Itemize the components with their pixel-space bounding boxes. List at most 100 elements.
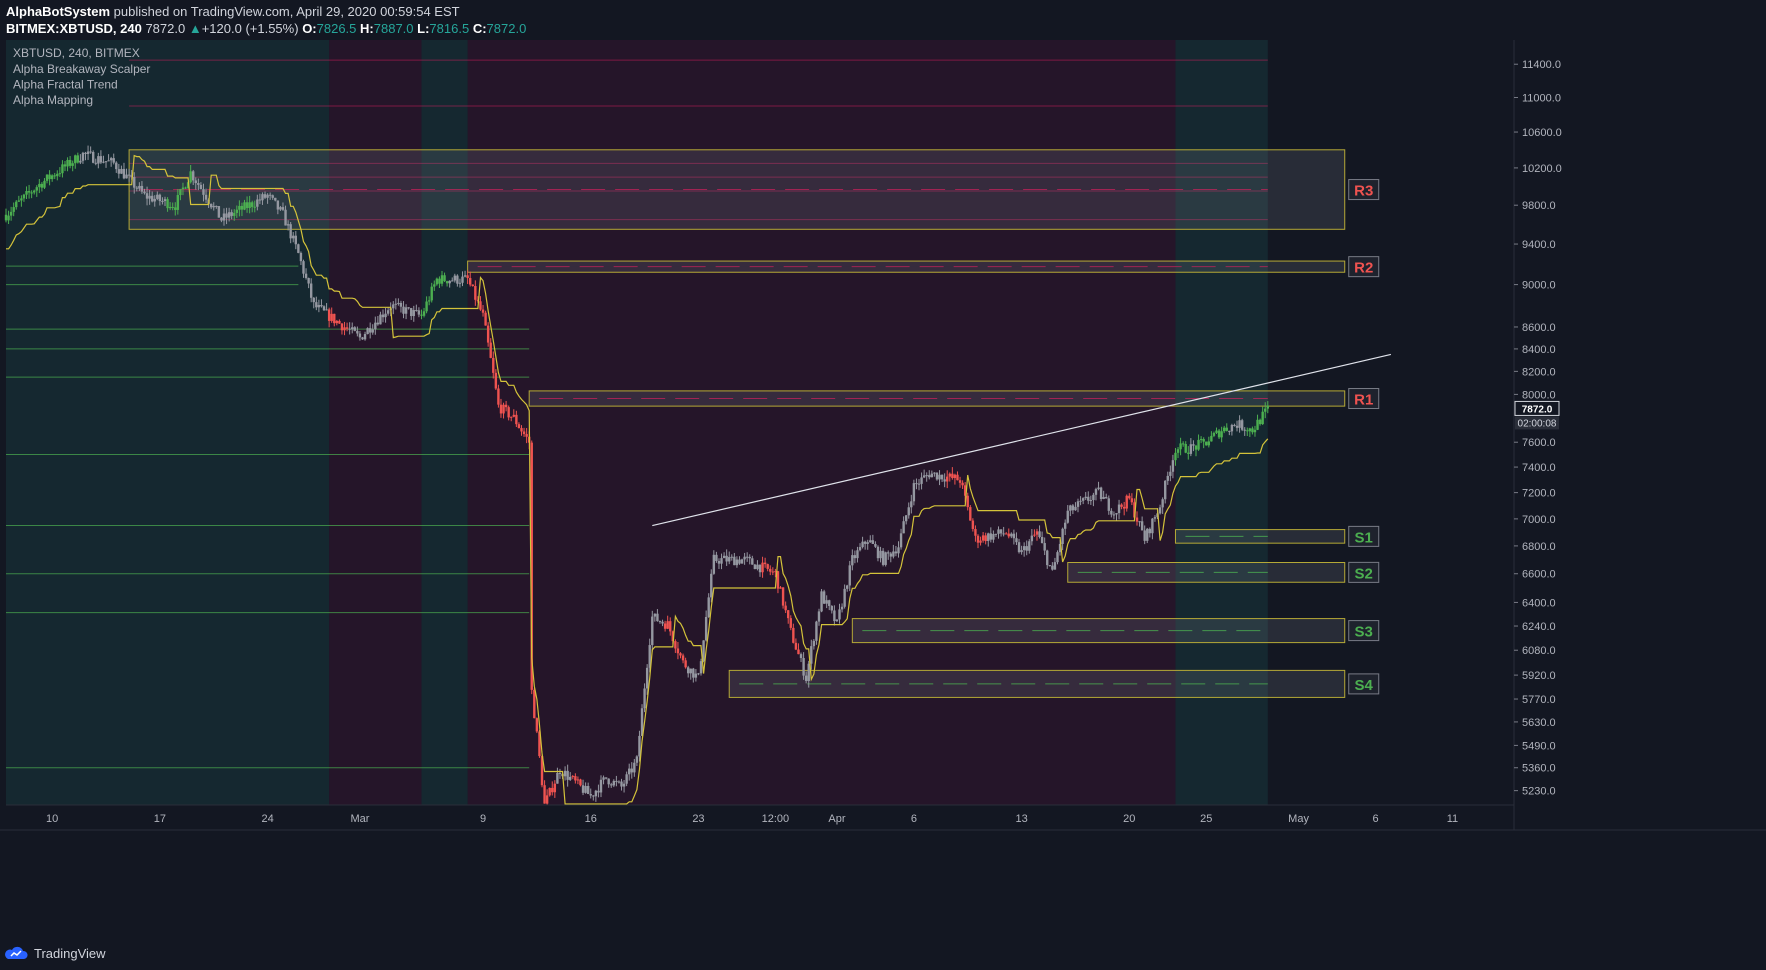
candle-body [876,546,880,559]
candle-body [1138,521,1141,523]
candle-body [863,541,867,544]
candle-body [1071,505,1075,511]
candle-body [1266,405,1269,409]
candle-body [689,668,692,674]
legend-indicator[interactable]: Alpha Mapping [13,93,93,107]
candle-body [315,302,318,308]
candle-body [94,162,97,164]
candle-body [474,286,477,300]
candle-body [589,793,592,796]
candle-body [894,551,898,554]
candle-body [33,190,36,193]
candle-body [443,275,446,282]
candle-body [592,795,595,797]
candle-body [707,597,710,617]
symbol-label[interactable]: BITMEX:XBTUSD, 240 [6,21,142,36]
candle-body [602,777,605,780]
candle-body [525,434,528,437]
candle-body [1158,507,1162,514]
candle-body [784,605,787,611]
candle-body [435,278,439,285]
candle-body [471,284,474,287]
candle-body [1094,489,1098,495]
candle-body [789,618,792,628]
candle-body [127,174,131,176]
candle-body [994,533,998,535]
candle-body [161,201,164,203]
candle-body [640,708,644,736]
candle-body [351,327,354,330]
candle-body [722,555,726,559]
candle-body [981,535,985,541]
candle-body [1164,480,1167,500]
candle-body [745,556,749,558]
candle-body [828,600,831,607]
candle-body [384,313,387,318]
candle-body [130,175,133,178]
time-tick-label: 6 [1372,813,1378,825]
candle-body [733,556,736,566]
candle-body [425,301,428,312]
price-tick-label: 9000.0 [1522,280,1556,292]
candle-body [38,183,41,188]
candle-body [284,209,287,226]
candle-body [553,783,557,793]
candle-body [948,473,951,477]
candle-body [1243,429,1246,431]
candle-body [499,404,503,414]
candle-body [56,173,59,177]
candle-body [240,205,244,210]
close-value: 7872.0 [486,21,527,36]
candle-body [12,207,15,212]
candle-body [579,779,582,786]
footer-brand: TradingView [4,942,106,964]
candle-body [1099,487,1103,500]
candle-body [1020,550,1023,553]
candle-body [348,328,351,330]
candle-body [102,161,105,163]
candle-body [1063,522,1067,529]
candle-body [43,180,46,188]
countdown-tag [1515,416,1559,430]
candle-body [807,663,810,681]
zone-label-box [1348,256,1380,278]
candle-body [1002,533,1005,535]
candle-body [928,475,931,478]
candle-body [481,309,485,313]
candle-body [566,770,569,780]
candle-body [1122,506,1126,509]
candle-body [156,194,159,199]
author-name[interactable]: AlphaBotSystem [6,4,111,19]
candle-body [1207,441,1211,446]
candle-body [1084,496,1087,499]
candle-body [194,180,197,184]
zone-s2[interactable] [1067,562,1346,583]
candle-body [661,621,664,624]
legend-indicator[interactable]: Alpha Fractal Trend [13,78,118,92]
candle-body [371,329,374,333]
candle-body [1176,449,1180,453]
brand-name[interactable]: TradingView [34,945,106,961]
zone-s4[interactable] [728,669,1346,698]
candle-body [307,277,310,284]
candle-body [1025,546,1028,551]
candle-body [266,194,269,198]
candle-body [815,621,818,641]
time-tick-label: 11 [1447,813,1458,825]
candle-body [961,482,964,486]
candle-body [904,515,908,522]
candle-body [543,785,546,804]
candle-body [604,777,608,779]
candle-body [233,212,236,216]
candle-body [753,564,757,570]
ascending-trend-line[interactable] [652,353,1392,527]
candle-body [1148,528,1152,534]
zone-s3[interactable] [851,618,1346,644]
candle-body [794,642,798,650]
candle-body [145,193,149,199]
candle-body [971,520,975,529]
candle-body [107,160,110,162]
legend-indicator[interactable]: Alpha Breakaway Scalper [13,62,150,76]
candle-body [1199,439,1203,441]
